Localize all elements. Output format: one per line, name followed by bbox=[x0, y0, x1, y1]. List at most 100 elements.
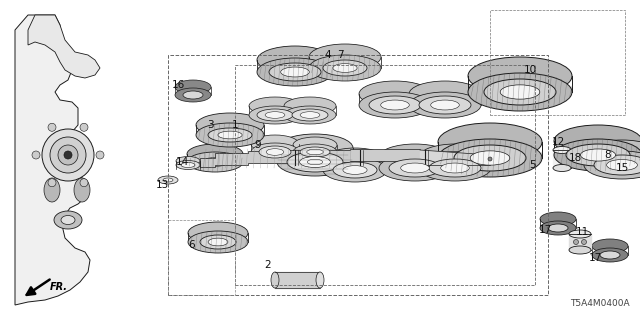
Ellipse shape bbox=[470, 151, 510, 165]
Ellipse shape bbox=[401, 163, 429, 173]
Ellipse shape bbox=[359, 92, 431, 118]
Text: 9: 9 bbox=[255, 140, 261, 150]
Ellipse shape bbox=[301, 157, 329, 167]
Ellipse shape bbox=[419, 144, 491, 170]
Ellipse shape bbox=[188, 231, 248, 253]
Ellipse shape bbox=[300, 112, 320, 118]
Ellipse shape bbox=[553, 164, 571, 172]
Ellipse shape bbox=[208, 238, 228, 246]
Text: 6: 6 bbox=[189, 240, 195, 250]
Ellipse shape bbox=[553, 147, 571, 154]
Ellipse shape bbox=[359, 81, 431, 107]
Ellipse shape bbox=[561, 152, 593, 164]
Ellipse shape bbox=[64, 151, 72, 159]
Ellipse shape bbox=[468, 73, 572, 111]
Ellipse shape bbox=[307, 149, 323, 155]
Ellipse shape bbox=[580, 149, 616, 161]
Ellipse shape bbox=[300, 147, 330, 157]
Ellipse shape bbox=[309, 44, 381, 70]
Ellipse shape bbox=[592, 239, 628, 253]
Ellipse shape bbox=[343, 166, 367, 174]
Ellipse shape bbox=[316, 272, 324, 288]
Ellipse shape bbox=[409, 81, 481, 107]
Ellipse shape bbox=[569, 230, 591, 238]
Circle shape bbox=[488, 157, 492, 161]
Ellipse shape bbox=[187, 152, 243, 172]
Ellipse shape bbox=[50, 137, 86, 173]
Ellipse shape bbox=[163, 178, 173, 182]
Text: 7: 7 bbox=[337, 50, 343, 60]
Ellipse shape bbox=[175, 88, 211, 102]
Ellipse shape bbox=[389, 159, 441, 177]
Ellipse shape bbox=[181, 163, 195, 167]
Ellipse shape bbox=[487, 155, 493, 164]
Ellipse shape bbox=[431, 100, 460, 110]
Ellipse shape bbox=[218, 131, 242, 139]
Ellipse shape bbox=[409, 92, 481, 118]
Ellipse shape bbox=[307, 159, 323, 165]
Ellipse shape bbox=[42, 129, 94, 181]
Ellipse shape bbox=[271, 272, 279, 288]
Ellipse shape bbox=[188, 222, 248, 244]
Text: T5A4M0400A: T5A4M0400A bbox=[570, 299, 630, 308]
Ellipse shape bbox=[584, 151, 640, 179]
Text: 15: 15 bbox=[616, 163, 628, 173]
Ellipse shape bbox=[257, 109, 293, 121]
Ellipse shape bbox=[419, 96, 471, 114]
Ellipse shape bbox=[333, 64, 357, 72]
Ellipse shape bbox=[251, 143, 299, 161]
Ellipse shape bbox=[54, 211, 82, 229]
Ellipse shape bbox=[61, 215, 75, 225]
Circle shape bbox=[573, 239, 579, 244]
Ellipse shape bbox=[584, 140, 640, 168]
Ellipse shape bbox=[438, 123, 542, 161]
Ellipse shape bbox=[333, 162, 377, 178]
Ellipse shape bbox=[561, 144, 593, 156]
Ellipse shape bbox=[183, 91, 203, 99]
Ellipse shape bbox=[607, 159, 637, 171]
Circle shape bbox=[96, 151, 104, 159]
Ellipse shape bbox=[281, 67, 309, 77]
Ellipse shape bbox=[249, 106, 301, 124]
Ellipse shape bbox=[284, 106, 336, 124]
Ellipse shape bbox=[74, 178, 90, 202]
Text: 2: 2 bbox=[265, 260, 271, 270]
Ellipse shape bbox=[379, 144, 451, 170]
Ellipse shape bbox=[600, 251, 620, 259]
Ellipse shape bbox=[438, 139, 542, 177]
Ellipse shape bbox=[158, 176, 178, 184]
Ellipse shape bbox=[249, 97, 301, 115]
Ellipse shape bbox=[202, 157, 228, 166]
Ellipse shape bbox=[176, 161, 200, 170]
Circle shape bbox=[48, 179, 56, 187]
Ellipse shape bbox=[257, 46, 333, 74]
Text: 1: 1 bbox=[232, 120, 238, 130]
Text: 16: 16 bbox=[172, 80, 184, 90]
Ellipse shape bbox=[569, 246, 591, 254]
Ellipse shape bbox=[284, 97, 336, 115]
Ellipse shape bbox=[429, 159, 481, 177]
Circle shape bbox=[32, 151, 40, 159]
Ellipse shape bbox=[200, 235, 236, 249]
Text: 13: 13 bbox=[156, 180, 168, 190]
Polygon shape bbox=[28, 15, 100, 78]
Ellipse shape bbox=[540, 212, 576, 226]
Ellipse shape bbox=[300, 156, 330, 167]
Text: 3: 3 bbox=[207, 120, 213, 130]
Ellipse shape bbox=[554, 139, 640, 171]
Text: 18: 18 bbox=[568, 153, 582, 163]
Ellipse shape bbox=[484, 79, 556, 105]
Ellipse shape bbox=[293, 144, 337, 160]
Ellipse shape bbox=[454, 145, 526, 171]
Ellipse shape bbox=[540, 221, 576, 235]
Text: 12: 12 bbox=[552, 137, 564, 147]
Ellipse shape bbox=[381, 100, 410, 110]
Ellipse shape bbox=[594, 155, 640, 175]
Ellipse shape bbox=[566, 144, 630, 166]
Ellipse shape bbox=[369, 96, 421, 114]
Text: 5: 5 bbox=[530, 160, 536, 170]
Ellipse shape bbox=[592, 248, 628, 262]
Ellipse shape bbox=[500, 85, 540, 99]
Ellipse shape bbox=[175, 80, 211, 94]
Ellipse shape bbox=[548, 224, 568, 232]
